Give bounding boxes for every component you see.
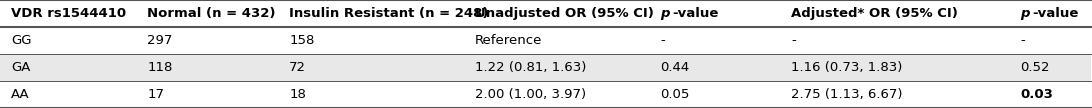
Text: Insulin Resistant (n = 248): Insulin Resistant (n = 248) — [289, 7, 489, 20]
Text: Normal (n = 432): Normal (n = 432) — [147, 7, 276, 20]
Bar — [0, 54, 1091, 81]
Text: Reference: Reference — [475, 34, 542, 47]
Text: Unadjusted OR (95% CI): Unadjusted OR (95% CI) — [475, 7, 654, 20]
Text: 18: 18 — [289, 88, 306, 101]
Text: -value: -value — [1032, 7, 1079, 20]
Text: -: - — [661, 34, 665, 47]
Bar — [0, 0, 1091, 27]
Text: -: - — [792, 34, 796, 47]
Text: Adjusted* OR (95% CI): Adjusted* OR (95% CI) — [792, 7, 958, 20]
Text: -value: -value — [673, 7, 719, 20]
Text: p: p — [1020, 7, 1030, 20]
Text: 0.44: 0.44 — [661, 61, 689, 74]
Text: 158: 158 — [289, 34, 314, 47]
Text: 118: 118 — [147, 61, 173, 74]
Text: 17: 17 — [147, 88, 164, 101]
Text: AA: AA — [11, 88, 29, 101]
Text: 2.00 (1.00, 3.97): 2.00 (1.00, 3.97) — [475, 88, 585, 101]
Text: VDR rs1544410: VDR rs1544410 — [11, 7, 126, 20]
Bar — [0, 27, 1091, 54]
Text: 2.75 (1.13, 6.67): 2.75 (1.13, 6.67) — [792, 88, 903, 101]
Text: 1.22 (0.81, 1.63): 1.22 (0.81, 1.63) — [475, 61, 586, 74]
Text: 0.52: 0.52 — [1020, 61, 1049, 74]
Text: 0.05: 0.05 — [661, 88, 690, 101]
Text: GA: GA — [11, 61, 31, 74]
Text: 297: 297 — [147, 34, 173, 47]
Text: GG: GG — [11, 34, 32, 47]
Text: 0.03: 0.03 — [1020, 88, 1054, 101]
Text: p: p — [661, 7, 669, 20]
Text: 1.16 (0.73, 1.83): 1.16 (0.73, 1.83) — [792, 61, 903, 74]
Text: 72: 72 — [289, 61, 306, 74]
Bar — [0, 81, 1091, 108]
Text: -: - — [1020, 34, 1025, 47]
